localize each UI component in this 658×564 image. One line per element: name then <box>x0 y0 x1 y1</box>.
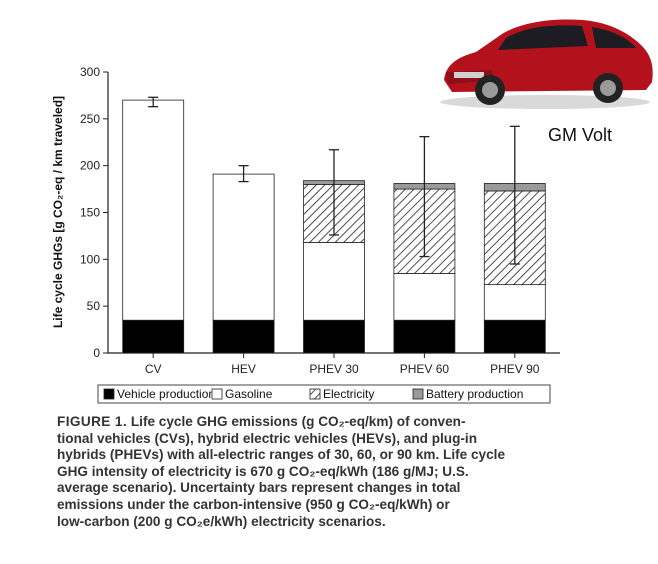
x-tick-label: PHEV 30 <box>309 362 359 376</box>
bar-segment <box>212 319 275 354</box>
y-tick-label: 300 <box>80 65 100 79</box>
bar-segment <box>122 99 185 321</box>
x-tick-label: CV <box>145 362 162 376</box>
y-tick-label: 0 <box>93 346 100 360</box>
bar-segment <box>122 319 185 354</box>
legend-box <box>97 384 551 404</box>
car-label: GM Volt <box>548 125 613 145</box>
caption-line-6: emissions under the carbon-intensive (95… <box>57 496 450 512</box>
legend-label: Battery production <box>426 387 523 401</box>
caption-line-3: hybrids (PHEVs) with all-electric ranges… <box>57 447 506 463</box>
x-tick-label: HEV <box>231 362 256 376</box>
figure-caption: FIGURE 1. Life cycle GHG emissions (g CO… <box>57 414 567 530</box>
y-tick-label: 150 <box>80 206 100 220</box>
caption-line-7: low-carbon (200 g CO₂e/kWh) electricity … <box>57 513 386 529</box>
bars <box>122 99 546 354</box>
figure-label: FIGURE 1. <box>57 414 128 429</box>
legend-swatch <box>211 388 223 400</box>
legend-swatch <box>412 388 424 400</box>
y-axis-label: Life cycle GHGs [g CO₂-eq / km traveled] <box>51 96 65 328</box>
legend-label: Electricity <box>323 387 374 401</box>
legend: Vehicle production Gasoline Electricity Bat… <box>97 384 551 404</box>
y-tick-label: 250 <box>80 112 100 126</box>
legend-swatch <box>103 388 115 400</box>
bar-segment <box>303 242 365 321</box>
caption-line-2: tional vehicles (CVs), hybrid electric v… <box>57 430 478 446</box>
bar-segment <box>212 173 275 321</box>
x-tick-label: PHEV 90 <box>490 362 540 376</box>
y-tick-label: 100 <box>80 252 100 266</box>
error-bars <box>148 96 520 265</box>
bar-segment <box>483 284 546 321</box>
caption-line-5: average scenario). Uncertainty bars repr… <box>57 480 461 496</box>
bar-segment <box>303 319 365 354</box>
ghg-chart: Life cycle GHGs [g CO₂-eq / km traveled]… <box>51 65 560 404</box>
bar-segment <box>393 272 456 321</box>
bar-segment <box>393 319 456 354</box>
y-tick-label: 50 <box>87 299 101 313</box>
gm-volt-image <box>432 2 658 117</box>
legend-label: Vehicle production <box>117 387 215 401</box>
caption-line-4: GHG intensity of electricity is 670 g CO… <box>57 463 469 479</box>
caption-line-1: Life cycle GHG emissions (g CO₂-eq/km) o… <box>130 414 466 429</box>
bar-segment <box>483 319 546 354</box>
legend-label: Gasoline <box>225 387 273 401</box>
y-tick-label: 200 <box>80 159 100 173</box>
axes: 0 50 100 150 200 250 300 CV HEV PHEV 30 PHEV 60 PHE… <box>80 65 560 376</box>
x-tick-label: PHEV 60 <box>400 362 450 376</box>
legend-swatch <box>309 388 321 400</box>
